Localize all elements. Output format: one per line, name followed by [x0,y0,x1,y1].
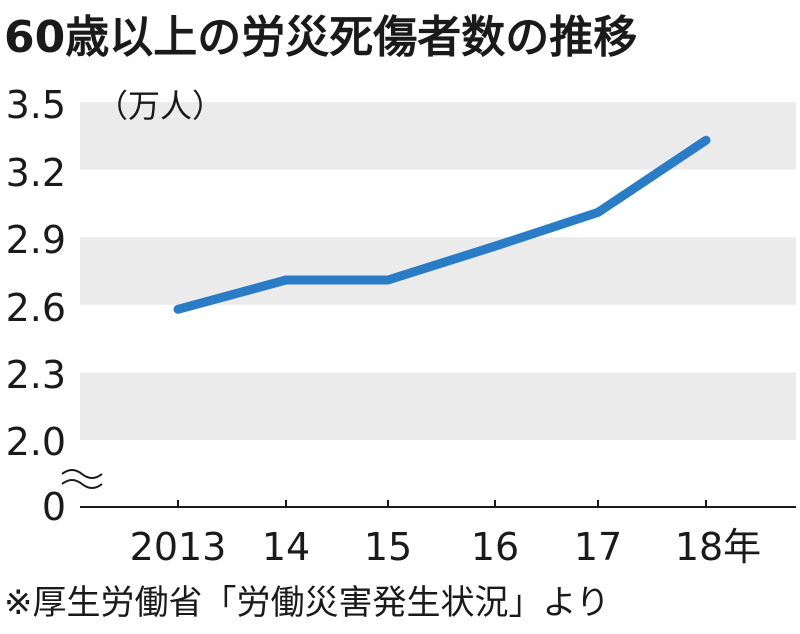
x-tick-label: 17 [574,525,622,569]
y-tick-label: 3.2 [6,151,66,195]
series-group [173,135,711,314]
axis-break [61,469,103,489]
y-tick-label: 2.6 [6,286,66,330]
unit-label: （万人） [96,87,224,125]
x-tick-labels: 2013 14 15 16 17 18年 [130,525,762,569]
y-tick-labels: 3.5 3.2 2.9 2.6 2.3 2.0 0 [6,83,66,529]
x-tick-label: 18年 [675,525,761,569]
grid-band [80,237,796,305]
y-tick-label: 2.0 [6,420,66,464]
source-note: ※厚生労働省「労働災害発生状況」より [4,583,610,623]
x-ticks [177,500,707,507]
y-tick-label: 2.3 [6,353,66,397]
series-line [173,135,711,314]
x-tick-label: 16 [471,525,519,569]
y-tick-label: 2.9 [6,218,66,262]
x-tick-label: 2013 [130,525,227,569]
axis-break-mark [61,469,103,479]
grid-band [80,372,796,440]
y-tick-label: 3.5 [6,83,66,127]
plot-bands [80,102,796,440]
x-tick-label: 15 [364,525,412,569]
chart-title: 60歳以上の労災死傷者数の推移 [4,12,637,63]
x-tick-label: 14 [262,525,310,569]
axis-break-mark [61,479,103,489]
y-tick-label: 0 [42,485,66,529]
